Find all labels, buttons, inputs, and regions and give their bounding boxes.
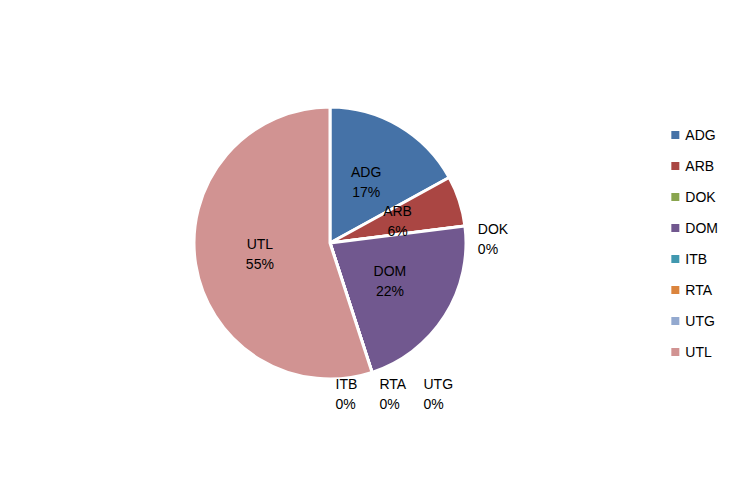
svg-text:0%: 0% (478, 241, 498, 257)
svg-text:DOK: DOK (478, 221, 509, 237)
svg-text:0%: 0% (335, 396, 355, 412)
svg-text:17%: 17% (352, 184, 380, 200)
svg-text:UTL: UTL (685, 344, 712, 360)
svg-text:RTA: RTA (379, 376, 406, 392)
svg-text:UTG: UTG (423, 376, 453, 392)
svg-text:ARB: ARB (383, 203, 412, 219)
svg-text:ADG: ADG (351, 164, 381, 180)
svg-text:DOM: DOM (374, 263, 407, 279)
svg-text:ITB: ITB (335, 376, 357, 392)
svg-text:ARB: ARB (685, 158, 714, 174)
svg-text:RTA: RTA (685, 282, 712, 298)
svg-text:UTG: UTG (685, 313, 715, 329)
svg-text:0%: 0% (423, 396, 443, 412)
svg-text:ADG: ADG (685, 127, 715, 143)
svg-text:55%: 55% (246, 256, 274, 272)
svg-text:DOM: DOM (685, 220, 718, 236)
svg-text:0%: 0% (379, 396, 399, 412)
svg-text:6%: 6% (387, 223, 407, 239)
svg-text:ITB: ITB (685, 251, 707, 267)
svg-text:22%: 22% (376, 283, 404, 299)
svg-text:DOK: DOK (685, 189, 716, 205)
svg-text:UTL: UTL (247, 236, 274, 252)
